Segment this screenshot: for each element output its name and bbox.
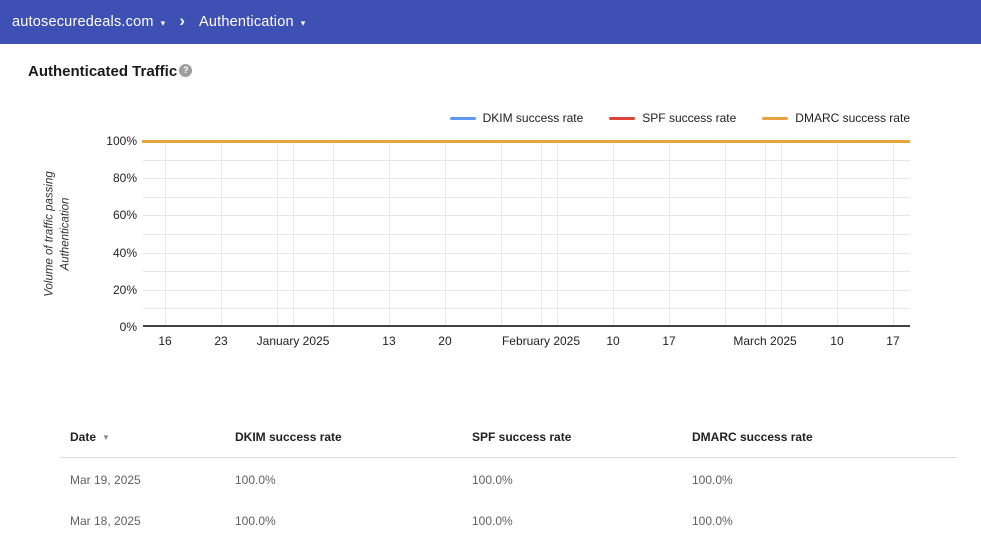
chart-plot-area[interactable] xyxy=(142,139,910,327)
table-body: Mar 19, 2025 100.0% 100.0% 100.0% Mar 18, 20… xyxy=(60,459,957,541)
vertical-gridline xyxy=(892,141,894,325)
y-tick-label: 20% xyxy=(112,282,137,297)
legend-label: DMARC success rate xyxy=(795,111,910,125)
x-tick-label: 10 xyxy=(606,334,620,348)
table-header-label: DMARC success rate xyxy=(692,430,813,444)
x-tick-label: 16 xyxy=(158,334,172,348)
vertical-gridline xyxy=(669,141,670,325)
vertical-gridline xyxy=(388,141,390,325)
x-tick-label: March 2025 xyxy=(733,334,797,348)
legend-line-icon xyxy=(609,116,636,120)
vertical-gridline xyxy=(724,141,726,325)
x-tick-label: 20 xyxy=(438,334,452,348)
x-axis-tick-labels: 16 23 January 2025 13 20 February 2025 10 17 Mar… xyxy=(143,334,910,350)
y-tick-label: 40% xyxy=(112,245,137,260)
legend-item-dkim: DKIM success rate xyxy=(449,111,584,125)
horizontal-gridline xyxy=(143,252,910,254)
horizontal-gridline xyxy=(143,215,910,217)
horizontal-gridline xyxy=(143,159,910,161)
breadcrumb-separator-icon: › xyxy=(179,11,186,30)
x-tick-label: February 2025 xyxy=(501,334,581,348)
top-navigation-bar: autosecuredeals.com ▾ › Authentication ▾ xyxy=(0,0,981,44)
x-tick-label: 17 xyxy=(662,334,676,348)
vertical-gridline xyxy=(332,141,334,325)
vertical-gridline xyxy=(221,141,222,325)
legend-item-dmarc: DMARC success rate xyxy=(762,111,910,125)
page-selector-label: Authentication xyxy=(199,14,294,30)
table-header-label: Date xyxy=(70,430,97,444)
series-line-dmarc xyxy=(142,139,910,143)
page-selector-dropdown[interactable]: Authentication ▾ xyxy=(199,14,305,30)
cell-value: 100.0% xyxy=(472,472,513,487)
domain-selector-dropdown[interactable]: autosecuredeals.com ▾ xyxy=(12,14,165,30)
vertical-gridline xyxy=(293,141,295,325)
sort-desc-icon: ▼ xyxy=(102,432,110,442)
legend-item-spf: SPF success rate xyxy=(609,111,736,125)
cell-value: 100.0% xyxy=(235,513,276,528)
table-header-spf-success-rate: SPF success rate xyxy=(472,430,692,444)
domain-selector-label: autosecuredeals.com xyxy=(12,14,154,30)
horizontal-gridline xyxy=(143,178,910,180)
vertical-gridline xyxy=(557,141,559,325)
chevron-down-icon: ▾ xyxy=(160,17,166,28)
table-header-dmarc-success-rate: DMARC success rate xyxy=(692,430,957,444)
y-axis-title-line1: Volume of traffic passing xyxy=(43,171,56,297)
table-header-label: DKIM success rate xyxy=(235,430,342,444)
y-tick-label: 0% xyxy=(119,320,137,334)
x-tick-label: 10 xyxy=(830,334,844,348)
legend-label: SPF success rate xyxy=(642,111,737,125)
cell-value: 100.0% xyxy=(235,472,276,487)
horizontal-gridline xyxy=(143,234,910,235)
y-axis-tick-labels: 100% 80% 60% 40% 20% 0% xyxy=(0,134,137,334)
horizontal-gridline xyxy=(143,308,910,310)
chart-legend: DKIM success rate SPF success rate DMARC s… xyxy=(449,110,910,126)
legend-line-icon xyxy=(762,116,789,120)
y-tick-label: 100% xyxy=(106,134,137,148)
table-row: Mar 18, 2025 100.0% 100.0% 100.0% xyxy=(60,500,957,541)
cell-date: Mar 18, 2025 xyxy=(70,513,141,528)
vertical-gridline xyxy=(765,141,767,325)
table-row: Mar 19, 2025 100.0% 100.0% 100.0% xyxy=(60,459,957,500)
table-header-dkim-success-rate: DKIM success rate xyxy=(235,430,472,444)
vertical-gridline xyxy=(165,141,166,325)
vertical-gridline xyxy=(444,141,446,325)
vertical-gridline xyxy=(780,141,782,325)
x-tick-label: January 2025 xyxy=(256,334,330,348)
y-tick-label: 80% xyxy=(112,171,137,186)
x-tick-label: 23 xyxy=(214,334,228,348)
legend-line-icon xyxy=(449,116,476,120)
horizontal-gridline xyxy=(143,289,910,291)
y-axis-title-line2: Authentication xyxy=(59,197,71,271)
x-tick-label: 17 xyxy=(886,334,900,348)
cell-value: 100.0% xyxy=(692,513,733,528)
cell-date: Mar 19, 2025 xyxy=(70,472,141,487)
page-title-text: Authenticated Traffic xyxy=(28,63,178,80)
vertical-gridline xyxy=(276,141,278,325)
vertical-gridline xyxy=(540,141,542,325)
legend-label: DKIM success rate xyxy=(482,111,584,125)
vertical-gridline xyxy=(836,141,838,325)
help-icon[interactable]: ? xyxy=(179,64,193,77)
table-header-date[interactable]: Date ▼ xyxy=(70,430,235,444)
cell-value: 100.0% xyxy=(692,472,733,487)
y-tick-label: 60% xyxy=(112,208,137,223)
table-header-row: Date ▼ DKIM success rate SPF success rate DM… xyxy=(60,422,957,458)
horizontal-gridline xyxy=(143,196,910,198)
authentication-data-table: Date ▼ DKIM success rate SPF success rate DM… xyxy=(60,422,957,541)
cell-value: 100.0% xyxy=(472,513,513,528)
vertical-gridline xyxy=(613,141,615,325)
page-title: Authenticated Traffic? xyxy=(28,63,193,80)
table-header-label: SPF success rate xyxy=(472,430,572,444)
chevron-down-icon: ▾ xyxy=(300,17,306,28)
horizontal-gridline xyxy=(143,271,910,273)
vertical-gridline xyxy=(501,141,503,325)
x-tick-label: 13 xyxy=(382,334,396,348)
